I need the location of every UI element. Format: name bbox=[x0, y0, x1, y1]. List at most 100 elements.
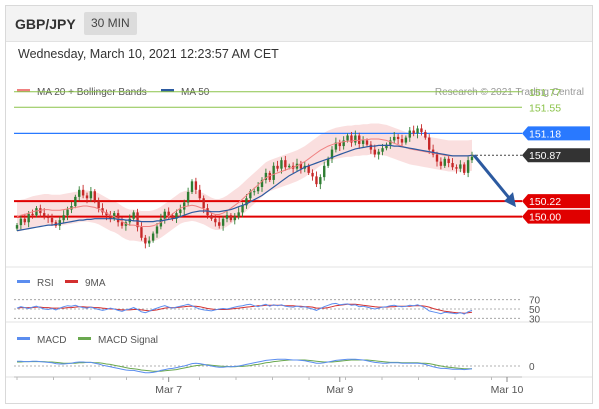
candle-body bbox=[424, 131, 427, 138]
candle-body bbox=[206, 208, 209, 216]
candle-body bbox=[393, 136, 396, 141]
macd-legend-label-0: MACD bbox=[37, 335, 66, 346]
candle-body bbox=[179, 209, 182, 214]
candle-body bbox=[210, 215, 213, 219]
candle-body bbox=[249, 191, 252, 199]
candle-body bbox=[428, 137, 431, 150]
x-tick-label-Mar-9: Mar 9 bbox=[326, 384, 353, 396]
candle-body bbox=[346, 135, 349, 141]
candle-body bbox=[136, 212, 139, 228]
candle-body bbox=[276, 165, 279, 169]
candle-body bbox=[466, 160, 470, 173]
candle-body bbox=[132, 212, 135, 219]
candle-body bbox=[190, 181, 194, 192]
candle-body bbox=[463, 164, 466, 173]
credit-text: Research © 2021 Trading Central bbox=[435, 87, 584, 98]
candle-body bbox=[46, 216, 50, 219]
legend-label-ma20: MA 20 + Bollinger Bands bbox=[37, 87, 147, 98]
candle-body bbox=[443, 158, 446, 166]
candle-body bbox=[93, 191, 96, 202]
timeframe-badge[interactable]: 30 MIN bbox=[84, 12, 137, 35]
candle-body bbox=[350, 135, 353, 143]
candle-body bbox=[113, 213, 116, 219]
forecast-arrow-head bbox=[504, 192, 516, 208]
legend-swatch-ma50 bbox=[161, 89, 174, 92]
candle-body bbox=[447, 158, 450, 164]
candle-body bbox=[404, 137, 408, 143]
currency-pair-title: GBP/JPY bbox=[15, 16, 76, 32]
candle-body bbox=[194, 181, 198, 190]
candle-body bbox=[89, 191, 93, 199]
level-tag-150.22 bbox=[522, 194, 590, 209]
candle-body bbox=[101, 208, 104, 213]
candle-body bbox=[175, 213, 178, 219]
chart-header: GBP/JPY 30 MIN bbox=[6, 6, 592, 42]
candle-body bbox=[27, 213, 30, 223]
candle-body bbox=[50, 218, 54, 223]
legend-label-ma50: MA 50 bbox=[181, 87, 210, 98]
candle-body bbox=[151, 233, 155, 241]
candle-body bbox=[338, 142, 341, 147]
candle-body bbox=[299, 163, 303, 169]
candle-body bbox=[167, 211, 170, 216]
candle-body bbox=[58, 220, 61, 226]
macd-legend-swatch-1 bbox=[78, 337, 91, 340]
rsi-legend-swatch-0 bbox=[17, 280, 30, 283]
candle-body bbox=[377, 151, 380, 155]
candle-body bbox=[451, 163, 454, 168]
candle-body bbox=[120, 222, 124, 226]
candle-body bbox=[358, 135, 361, 144]
rsi-legend-label-1: 9MA bbox=[85, 278, 106, 289]
rsi-legend-label-0: RSI bbox=[37, 278, 54, 289]
candle-body bbox=[225, 215, 229, 219]
candle-body bbox=[385, 144, 388, 149]
candle-body bbox=[373, 149, 376, 155]
candle-body bbox=[186, 191, 190, 203]
candle-body bbox=[264, 172, 268, 180]
candle-body bbox=[400, 139, 404, 143]
candle-body bbox=[183, 202, 186, 210]
candle-body bbox=[214, 218, 217, 223]
candle-body bbox=[369, 144, 373, 150]
candle-body bbox=[354, 135, 357, 143]
candle-body bbox=[23, 218, 26, 223]
level-label-151.55: 151.55 bbox=[529, 102, 561, 114]
candle-body bbox=[233, 216, 236, 221]
candle-body bbox=[435, 154, 439, 162]
candle-body bbox=[342, 140, 345, 147]
candle-body bbox=[144, 237, 147, 244]
rsi-tick-50: 50 bbox=[529, 305, 541, 316]
candle-body bbox=[330, 149, 334, 159]
macd-legend-swatch-0 bbox=[17, 337, 30, 340]
level-tag-151.18 bbox=[522, 126, 590, 141]
candle-body bbox=[416, 128, 419, 134]
candle-body bbox=[109, 215, 112, 219]
rsi-tick-70: 70 bbox=[529, 296, 541, 307]
candle-body bbox=[116, 213, 120, 223]
candle-body bbox=[280, 160, 283, 169]
candle-body bbox=[253, 191, 256, 193]
rsi-line bbox=[16, 302, 473, 315]
ma50-line bbox=[16, 144, 473, 232]
candle-body bbox=[74, 196, 77, 207]
candle-body bbox=[455, 167, 458, 169]
candle-body bbox=[334, 142, 338, 150]
candle-body bbox=[241, 205, 244, 213]
candle-body bbox=[198, 189, 201, 199]
candle-body bbox=[439, 161, 443, 166]
candle-body bbox=[326, 158, 330, 166]
candle-body bbox=[315, 176, 318, 185]
candle-body bbox=[381, 148, 384, 152]
candle-body bbox=[221, 218, 225, 226]
candle-body bbox=[268, 172, 271, 180]
candle-body bbox=[163, 211, 166, 219]
candle-body bbox=[272, 165, 275, 180]
level-label-151.77: 151.77 bbox=[529, 87, 561, 99]
candle-body bbox=[311, 172, 314, 177]
candle-body bbox=[470, 156, 474, 161]
candle-body bbox=[81, 189, 85, 196]
candle-body bbox=[256, 186, 260, 192]
candle-body bbox=[140, 227, 143, 238]
candle-body bbox=[260, 179, 264, 187]
ma20-line bbox=[16, 138, 473, 227]
